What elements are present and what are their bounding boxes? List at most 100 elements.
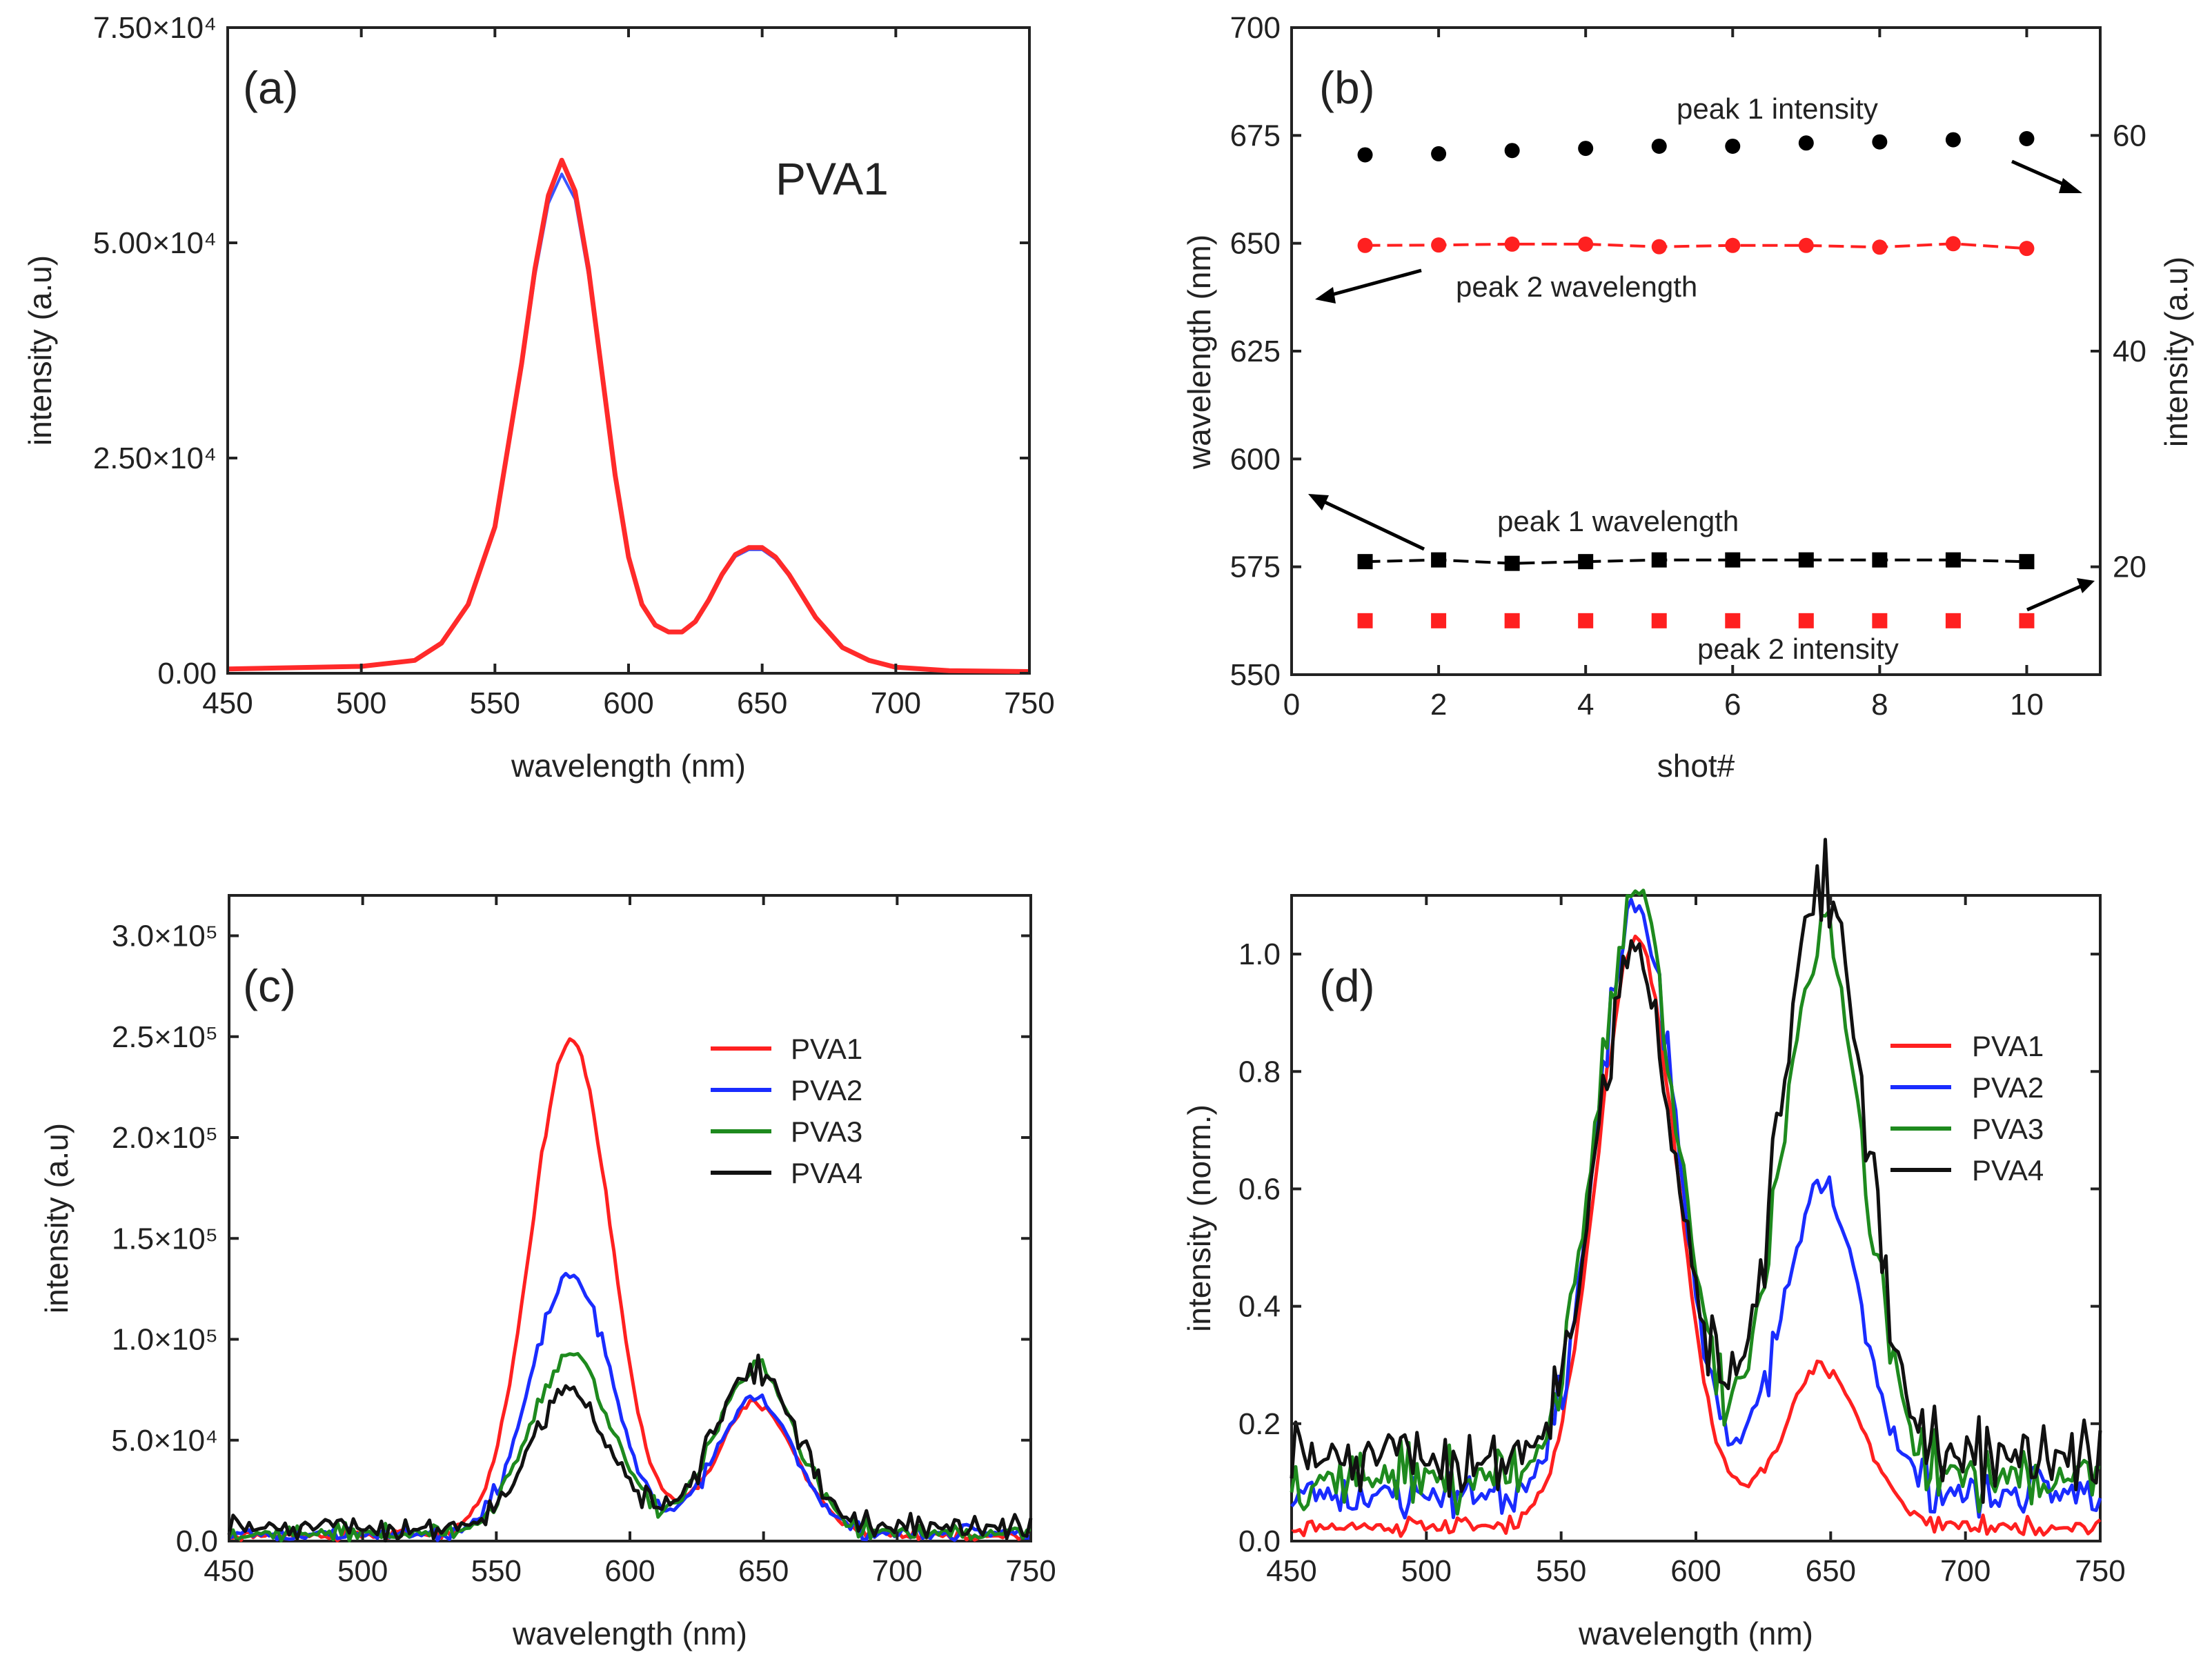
panel-d-label: (d) xyxy=(1319,960,1375,1011)
y-tick-label: 0.4 xyxy=(1238,1290,1281,1324)
y-tick-label: 3.0×10⁵ xyxy=(112,920,218,953)
panel-c: 450 500 550 600 650 700 750 0.0 5.0×10⁴ 1.0×10⁵ 1.… xyxy=(39,894,1056,1651)
series-line-peak-1-wavelength xyxy=(1365,558,2027,565)
y-tick-label: 0.0 xyxy=(1238,1525,1281,1558)
x-tick-label: 4 xyxy=(1577,688,1594,722)
arrow-peak1-wavelength xyxy=(1318,497,1425,551)
x-tick-label: 2 xyxy=(1430,688,1447,722)
point-peak-1-wavelength xyxy=(1578,554,1594,570)
point-peak-2-intensity xyxy=(1872,613,1888,628)
y-tick-label: 2.0×10⁵ xyxy=(112,1121,218,1155)
panel-b-xlabel: shot# xyxy=(1657,748,1735,784)
panel-b-ticks: 0 2 4 6 8 10 550 575 600 625 650 675 700 20 40 60 xyxy=(1230,11,2146,722)
panel-b-label: (b) xyxy=(1319,62,1375,113)
point-peak-2-intensity xyxy=(1578,613,1594,628)
legend-c-label-pva1: PVA1 xyxy=(791,1033,862,1065)
y-tick-label: 7.50×10⁴ xyxy=(93,11,217,45)
y2-tick-label: 20 xyxy=(2113,550,2146,584)
panel-d: 450 500 550 600 650 700 7500.00.20.40.60.81.0 … xyxy=(1181,837,2126,1651)
x-tick-label: 600 xyxy=(604,1554,655,1588)
x-tick-label: 450 xyxy=(1266,1554,1316,1588)
annotation-arrows xyxy=(1308,159,2095,612)
panel-d-ticks: 450 500 550 600 650 700 750 0.0 0.2 0.4 0.6 0.8 1.0 xyxy=(1238,895,2126,1588)
x-tick-label: 450 xyxy=(202,686,253,720)
point-peak-1-wavelength xyxy=(1357,554,1373,570)
legend-c-label-pva3: PVA3 xyxy=(791,1115,862,1148)
point-peak-1-intensity xyxy=(1504,143,1520,159)
point-peak-2-intensity xyxy=(1945,613,1961,628)
spectrum-line-pva1 xyxy=(1291,934,2102,1538)
y-tick-label: 550 xyxy=(1230,658,1281,692)
panel-a: 450 500 550 600 650 700 750 0.00 2.50×10⁴ 5.00×10… xyxy=(22,11,1055,784)
panel-d-legend: PVA1 PVA2 PVA3 PVA4 xyxy=(1890,1030,2044,1187)
annotation-peak2-intensity: peak 2 intensity xyxy=(1697,633,1899,665)
point-peak-1-intensity xyxy=(1578,141,1594,157)
series-line-peak-2-wavelength xyxy=(1365,242,2027,250)
y-tick-label: 700 xyxy=(1230,11,1281,45)
x-tick-label: 8 xyxy=(1871,688,1888,722)
point-peak-2-intensity xyxy=(2019,613,2035,628)
legend-d-label-pva1: PVA1 xyxy=(1972,1030,2044,1062)
point-peak-2-wavelength xyxy=(1798,237,1814,253)
spectrum-line-pva4 xyxy=(227,1353,1033,1543)
point-peak-1-intensity xyxy=(1725,138,1741,154)
point-peak-1-wavelength xyxy=(1798,552,1814,568)
annotation-peak1-wavelength: peak 1 wavelength xyxy=(1497,505,1739,537)
x-tick-label: 0 xyxy=(1283,688,1300,722)
point-peak-1-wavelength xyxy=(1504,555,1520,571)
point-peak-2-wavelength xyxy=(1357,237,1373,253)
panel-a-ylabel: intensity (a.u) xyxy=(22,255,58,446)
legend-d-label-pva2: PVA2 xyxy=(1972,1071,2044,1104)
panel-a-ticks: 450 500 550 600 650 700 750 0.00 2.50×10⁴ 5.00×10… xyxy=(93,11,1055,720)
y-tick-label: 1.0×10⁵ xyxy=(112,1323,218,1357)
x-tick-label: 6 xyxy=(1724,688,1741,722)
y-tick-label: 1.5×10⁵ xyxy=(112,1222,218,1255)
legend-c-label-pva4: PVA4 xyxy=(791,1157,862,1189)
y-tick-label: 2.5×10⁵ xyxy=(112,1020,218,1054)
arrow-peak1-intensity-head xyxy=(2059,178,2082,193)
y-tick-label: 575 xyxy=(1230,550,1281,584)
panel-c-label: (c) xyxy=(243,960,296,1011)
point-peak-1-wavelength xyxy=(1872,552,1888,568)
panel-b-y2label: intensity (a.u) xyxy=(2158,257,2194,447)
x-tick-label: 700 xyxy=(1940,1554,1991,1588)
spectrum-line-pva4 xyxy=(1290,837,2102,1505)
y-tick-label: 625 xyxy=(1230,335,1281,368)
panel-d-series xyxy=(1290,837,2102,1538)
point-peak-2-intensity xyxy=(1725,613,1741,628)
spectrum-line-pva1 xyxy=(227,157,1030,674)
x-tick-label: 750 xyxy=(2075,1554,2125,1588)
y-tick-label: 0.8 xyxy=(1238,1055,1281,1089)
x-tick-label: 600 xyxy=(603,686,653,720)
y-tick-label: 675 xyxy=(1230,119,1281,152)
panel-a-label: (a) xyxy=(243,62,299,113)
spectrum-line-pva1 xyxy=(228,1037,1032,1542)
point-peak-2-intensity xyxy=(1357,613,1373,628)
x-tick-label: 450 xyxy=(204,1554,254,1588)
arrow-peak2-wavelength-head xyxy=(1315,287,1336,304)
x-tick-label: 650 xyxy=(1806,1554,1856,1588)
panel-c-ylabel: intensity (a.u) xyxy=(39,1123,75,1313)
panel-c-legend: PVA1 PVA2 PVA3 PVA4 xyxy=(711,1033,862,1189)
y-tick-label: 0.0 xyxy=(176,1525,218,1558)
point-peak-1-intensity xyxy=(2019,131,2035,147)
arrow-peak1-intensity xyxy=(2011,159,2073,190)
x-tick-label: 500 xyxy=(337,1554,388,1588)
arrow-peak2-wavelength xyxy=(1324,268,1422,299)
annotation-peak1-intensity: peak 1 intensity xyxy=(1677,92,1878,125)
x-tick-label: 550 xyxy=(1536,1554,1586,1588)
y-tick-label: 5.00×10⁴ xyxy=(93,226,217,260)
panel-a-annotation: PVA1 xyxy=(776,153,889,204)
panel-a-series xyxy=(227,157,1030,674)
point-peak-1-intensity xyxy=(1798,135,1814,151)
point-peak-2-intensity xyxy=(1798,613,1814,628)
x-tick-label: 700 xyxy=(872,1554,922,1588)
spectrum-line-pva2 xyxy=(228,1271,1032,1542)
arrow-peak2-intensity xyxy=(2026,583,2085,612)
point-peak-2-wavelength xyxy=(1725,237,1741,253)
x-tick-label: 750 xyxy=(1004,686,1054,720)
panel-a-frame xyxy=(226,26,1031,675)
arrow-peak2-intensity-head xyxy=(2077,578,2095,593)
panel-b-ylabel: wavelength (nm) xyxy=(1181,235,1217,470)
annotation-peak2-wavelength: peak 2 wavelength xyxy=(1456,270,1697,303)
